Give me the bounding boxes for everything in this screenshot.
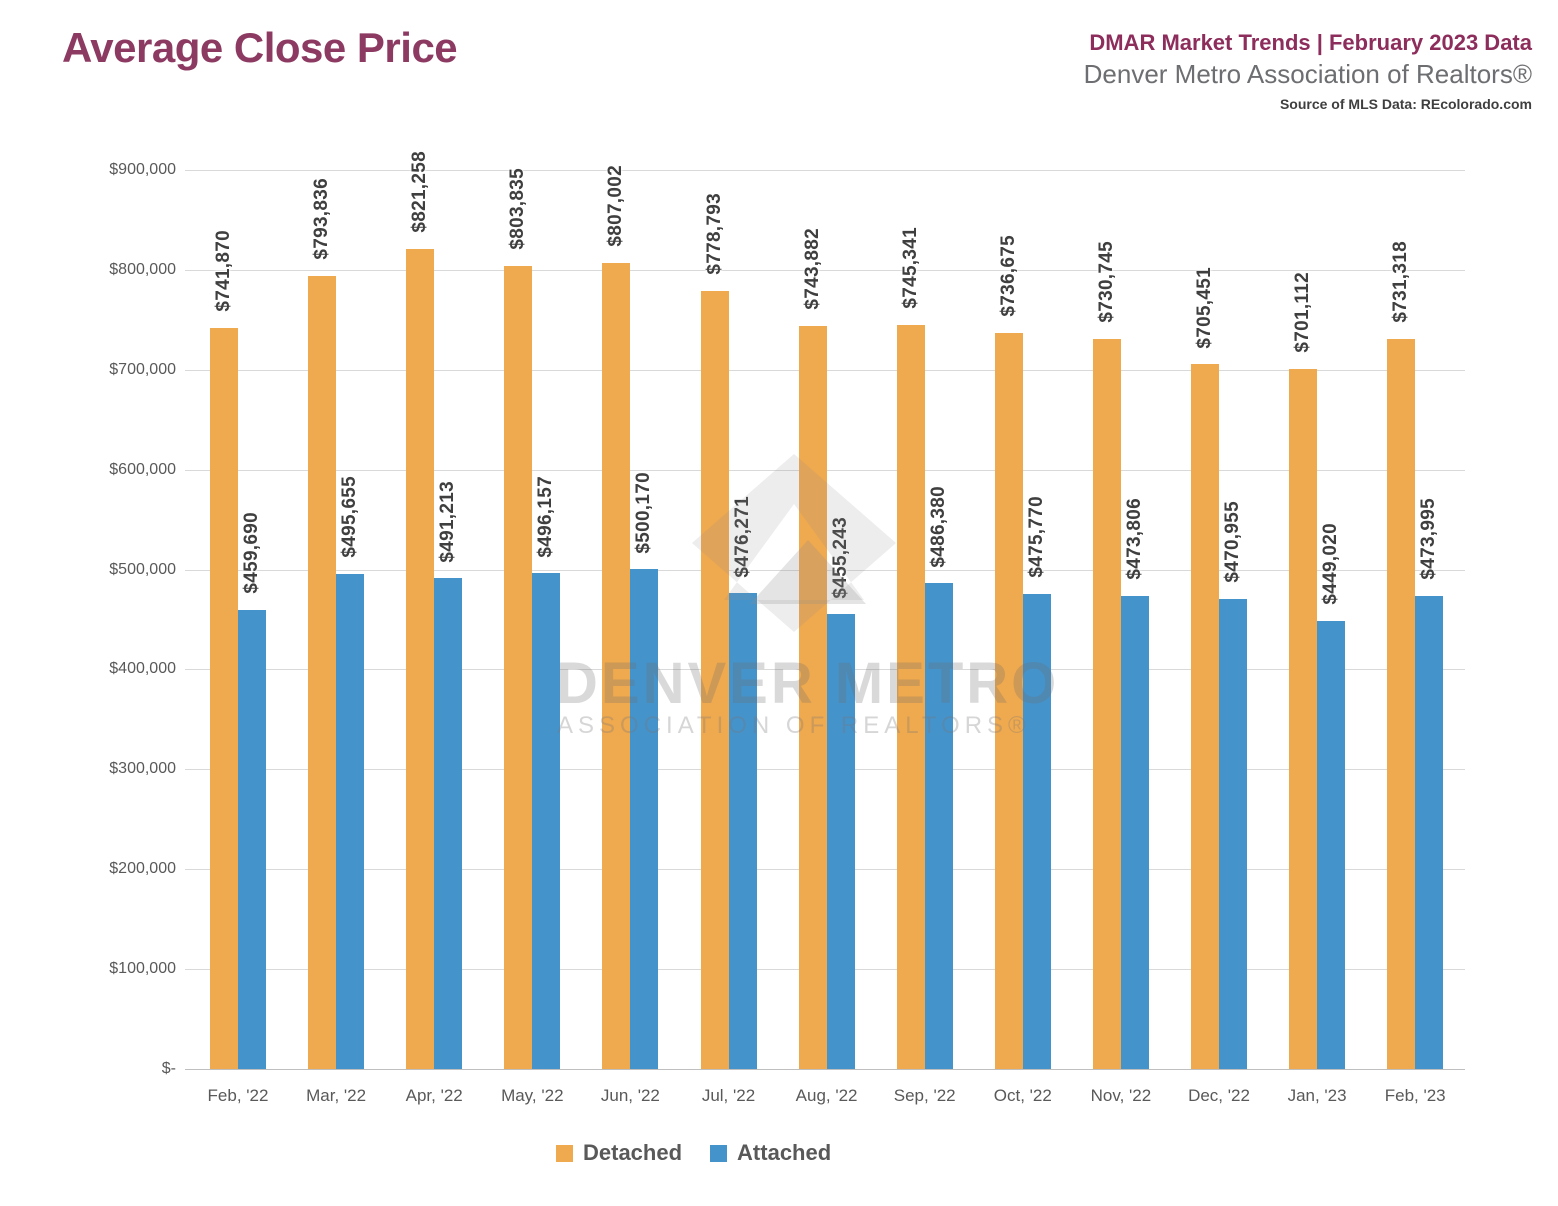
bar-value-label: $803,835 <box>507 168 529 251</box>
bar-detached <box>602 262 631 1069</box>
bar-detached <box>1387 338 1416 1069</box>
bar-detached <box>308 276 337 1069</box>
bar-value-label: $745,341 <box>899 226 921 309</box>
bar-value-label: $475,770 <box>1025 496 1047 578</box>
bar-value-label: $500,170 <box>633 471 655 554</box>
legend-label-detached: Detached <box>583 1140 683 1165</box>
y-axis-tick-label: $300,000 <box>109 760 176 777</box>
bar-value-label: $730,745 <box>1095 241 1117 324</box>
legend-label-attached: Attached <box>737 1140 832 1165</box>
bar-attached <box>336 573 365 1069</box>
y-axis-tick-label: $600,000 <box>109 461 176 478</box>
y-axis-tick-label: $900,000 <box>109 161 176 178</box>
x-axis-tick-label: Sep, '22 <box>893 1086 956 1105</box>
bar-detached <box>798 325 827 1069</box>
bar-value-label: $705,451 <box>1194 266 1215 349</box>
x-axis-tick-label: Apr, '22 <box>405 1086 463 1105</box>
bar-detached <box>1289 368 1318 1069</box>
x-axis-tick-label: Aug, '22 <box>795 1086 858 1105</box>
gridline <box>185 170 1465 171</box>
bar-attached <box>1022 593 1051 1069</box>
bar-attached <box>1219 598 1247 1069</box>
bar-attached <box>1317 620 1346 1069</box>
bar-detached <box>1092 339 1121 1069</box>
bar-value-label: $491,213 <box>437 480 459 563</box>
legend-swatch-attached <box>710 1144 728 1162</box>
chart-legend: Detached Attached <box>556 1140 831 1166</box>
x-axis-tick-label: May, '22 <box>501 1086 564 1105</box>
bar-value-label: $743,882 <box>801 228 823 310</box>
report-header: DMAR Market Trends | February 2023 Data … <box>1084 30 1532 112</box>
bar-detached <box>896 324 925 1069</box>
bar-value-label: $495,655 <box>339 476 361 558</box>
x-axis-tick-label: Nov, '22 <box>1090 1086 1152 1105</box>
x-axis-tick-label: Dec, '22 <box>1188 1086 1250 1105</box>
bar-value-label: $736,675 <box>997 235 1019 318</box>
bar-attached <box>924 583 953 1069</box>
header-organization-line: Denver Metro Association of Realtors® <box>1083 59 1532 89</box>
bar-value-label: $470,955 <box>1222 500 1243 583</box>
bar-value-label: $701,112 <box>1292 272 1314 353</box>
bar-detached <box>504 266 533 1069</box>
x-axis-tick-label: Jun, '22 <box>600 1086 660 1105</box>
bar-value-label: $741,870 <box>213 230 234 312</box>
bar-value-label: $455,243 <box>829 516 851 599</box>
y-axis-tick-label: $800,000 <box>109 261 176 278</box>
bar-detached <box>406 248 435 1069</box>
bar-value-label: $476,271 <box>731 495 753 578</box>
x-axis-tick-label: Jan, '23 <box>1287 1086 1347 1105</box>
bar-value-label: $821,258 <box>409 151 431 233</box>
y-axis-tick-label: $100,000 <box>109 960 176 977</box>
bar-value-label: $793,836 <box>311 178 333 260</box>
y-axis-tick-label: $- <box>161 1060 176 1077</box>
bar-attached <box>1415 595 1444 1069</box>
legend-item-attached: Attached <box>710 1140 831 1166</box>
bar-value-label: $496,157 <box>535 475 557 558</box>
bar-value-label: $473,806 <box>1123 498 1145 580</box>
bar-value-label: $449,020 <box>1320 522 1342 605</box>
x-axis-tick-label: Oct, '22 <box>993 1086 1052 1105</box>
y-axis-tick-label: $200,000 <box>109 860 176 877</box>
x-axis-tick-label: Jul, '22 <box>701 1086 756 1105</box>
bar-attached <box>630 569 659 1069</box>
x-axis-tick-label: Feb, '23 <box>1384 1086 1446 1105</box>
gridline <box>185 1069 1465 1070</box>
x-axis-tick-label: Mar, '22 <box>306 1086 367 1105</box>
bar-value-label: $486,380 <box>927 485 949 568</box>
bar-attached <box>434 578 463 1069</box>
y-axis-tick-label: $700,000 <box>109 361 176 378</box>
bar-detached <box>210 328 238 1069</box>
bar-attached <box>238 609 266 1069</box>
legend-item-detached: Detached <box>556 1140 682 1166</box>
legend-swatch-detached <box>556 1144 573 1162</box>
bar-value-label: $778,793 <box>703 193 725 276</box>
bar-detached <box>1191 364 1219 1069</box>
bar-attached <box>728 593 757 1069</box>
bar-detached <box>994 333 1023 1069</box>
y-axis-tick-label: $400,000 <box>109 660 176 677</box>
header-trends-line: DMAR Market Trends | February 2023 Data <box>1089 30 1532 55</box>
bar-attached <box>532 573 561 1069</box>
bar-value-label: $807,002 <box>605 165 627 247</box>
x-axis-tick-label: Feb, '22 <box>207 1086 269 1105</box>
gridline <box>185 270 1465 271</box>
bar-detached <box>700 291 729 1069</box>
page-title: Average Close Price <box>62 24 458 71</box>
bar-value-label: $473,995 <box>1418 497 1440 580</box>
y-axis-tick-label: $500,000 <box>109 561 176 578</box>
bar-value-label: $731,318 <box>1390 240 1412 323</box>
bar-value-label: $459,690 <box>241 512 262 594</box>
bar-attached <box>826 614 855 1069</box>
bar-attached <box>1120 595 1149 1069</box>
header-source-line: Source of MLS Data: REcolorado.com <box>1279 96 1532 112</box>
